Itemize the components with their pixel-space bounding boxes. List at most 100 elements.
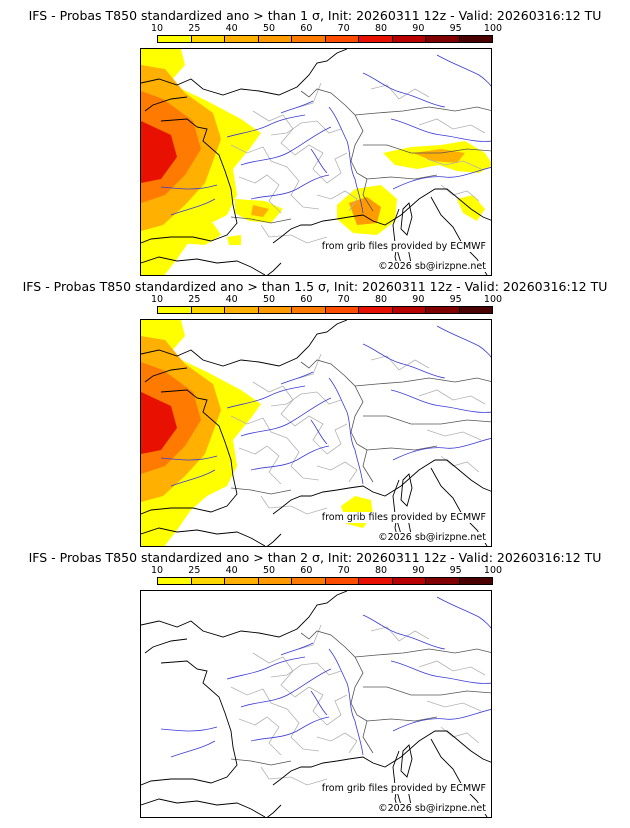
coastlines: [141, 591, 491, 817]
rivers: [160, 325, 491, 487]
scale-swatch: [426, 307, 460, 313]
coastline: [272, 188, 491, 244]
river-line: [226, 385, 306, 409]
scale-tick-label: 50: [262, 565, 276, 576]
river-line: [170, 740, 216, 758]
scale-tick-label: 70: [337, 565, 350, 576]
scale-tick-label: 25: [188, 565, 201, 576]
river-line: [250, 716, 330, 742]
river-line: [280, 371, 314, 385]
country-border: [354, 106, 491, 116]
scale-tick-label: 60: [300, 294, 313, 305]
department-boundary: [426, 158, 482, 170]
probability-area-northern-italy: [413, 149, 465, 163]
scale-swatch: [392, 307, 426, 313]
department-boundary: [270, 662, 342, 678]
probability-area-southern-spain: [251, 205, 269, 217]
coastline: [392, 750, 402, 806]
rivers: [160, 596, 491, 758]
probability-area-atlantic-west-france: [141, 121, 177, 183]
coastline: [144, 96, 188, 112]
coastline: [392, 479, 402, 535]
scale-swatch: [359, 36, 393, 42]
scale-tick-label: 25: [188, 294, 201, 305]
scale-swatch: [191, 307, 225, 313]
river-line: [328, 106, 364, 214]
scale-swatch: [158, 36, 192, 42]
scale-tick-label: 10: [150, 565, 164, 576]
coastline: [141, 660, 238, 786]
scale-swatch: [158, 578, 192, 584]
department-boundary: [298, 82, 322, 108]
color-scale: 10 25 40 50 60 70 80 90 95 100: [151, 23, 502, 46]
scale-tick-label: 80: [374, 294, 388, 305]
scale-swatch: [258, 578, 292, 584]
copyright-label: ©2026 sb@irizpne.net: [377, 532, 487, 543]
coastline: [272, 730, 491, 786]
map-panel-2sigma: IFS - Probas T850 standardized ano > tha…: [0, 542, 630, 818]
country-border: [354, 377, 491, 387]
department-boundary: [238, 445, 282, 485]
river-line: [392, 438, 491, 461]
department-boundary: [316, 732, 358, 754]
department-boundary: [440, 455, 480, 473]
department-boundary: [252, 110, 348, 184]
river-line: [226, 114, 306, 138]
river-line: [160, 184, 218, 190]
scale-tick-label: 50: [262, 294, 276, 305]
department-boundary: [316, 190, 358, 212]
scale-tick-label: 40: [225, 294, 238, 305]
river-line: [390, 118, 491, 142]
scale-tick-label: 80: [374, 23, 388, 34]
department-boundary: [426, 700, 482, 712]
scale-swatch: [158, 307, 192, 313]
probability-area-atlantic-west-france: [141, 392, 177, 454]
scale-swatch: [225, 578, 259, 584]
panel-title: IFS - Probas T850 standardized ano > tha…: [22, 279, 608, 294]
department-boundary: [426, 429, 482, 441]
scale-swatch: [292, 307, 326, 313]
department-boundary: [298, 353, 322, 379]
scale-tick-label: 95: [449, 23, 462, 34]
copyright-label: ©2026 sb@irizpne.net: [377, 261, 487, 272]
scale-swatch: [359, 307, 393, 313]
department-boundary: [316, 461, 358, 483]
river-line: [390, 660, 491, 684]
department-boundary: [230, 144, 320, 210]
corsica-coastline: [400, 473, 413, 507]
country-borders: [230, 359, 491, 495]
probability-map: from grib files provided by ECMWF ©2026 …: [140, 48, 492, 276]
coastline: [144, 638, 188, 654]
scale-tick-label: 90: [412, 294, 425, 305]
river-line: [226, 656, 306, 680]
river-line: [328, 377, 364, 485]
probability-area-gulf-of-lion: [349, 197, 381, 225]
coastline: [141, 256, 266, 275]
department-boundary: [418, 660, 486, 676]
department-boundary: [252, 652, 348, 726]
coastline: [392, 208, 402, 264]
coastline: [141, 798, 266, 817]
river-line: [436, 325, 491, 358]
scale-tick-label: 70: [337, 294, 350, 305]
admin-boundaries: [230, 82, 486, 244]
river-line: [160, 455, 218, 461]
coastlines: [141, 320, 491, 546]
scale-swatch: [426, 578, 460, 584]
river-line: [436, 54, 491, 87]
river-line: [328, 648, 364, 756]
scale-swatch: [392, 36, 426, 42]
color-scale: 10 25 40 50 60 70 80 90 95 100: [151, 294, 502, 317]
river-line: [240, 397, 332, 437]
country-border: [366, 445, 438, 451]
map-panel-1sigma: IFS - Probas T850 standardized ano > tha…: [0, 0, 630, 276]
coastline: [141, 591, 348, 638]
scale-swatch: [459, 578, 492, 584]
scale-tick-label: 40: [225, 565, 238, 576]
scale-tick-label: 60: [300, 23, 313, 34]
department-boundary: [252, 381, 348, 455]
coastlines: [141, 49, 491, 275]
river-line: [310, 690, 328, 716]
scale-tick-label: 60: [300, 565, 313, 576]
river-line: [390, 389, 491, 413]
